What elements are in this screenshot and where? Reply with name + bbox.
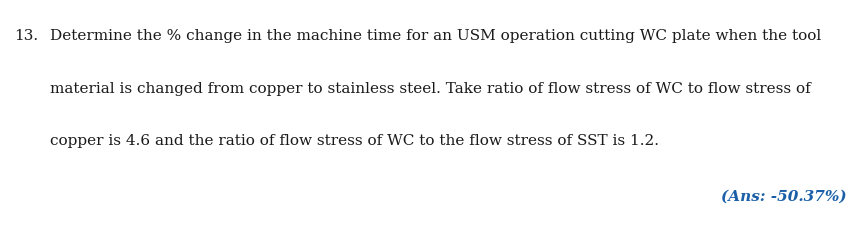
Text: Determine the % change in the machine time for an USM operation cutting WC plate: Determine the % change in the machine ti… <box>50 29 822 43</box>
Text: 13.: 13. <box>14 29 38 43</box>
Text: material is changed from copper to stainless steel. Take ratio of flow stress of: material is changed from copper to stain… <box>50 82 811 96</box>
Text: (Ans: -50.37%): (Ans: -50.37%) <box>720 190 846 204</box>
Text: copper is 4.6 and the ratio of flow stress of WC to the flow stress of SST is 1.: copper is 4.6 and the ratio of flow stre… <box>50 134 660 148</box>
